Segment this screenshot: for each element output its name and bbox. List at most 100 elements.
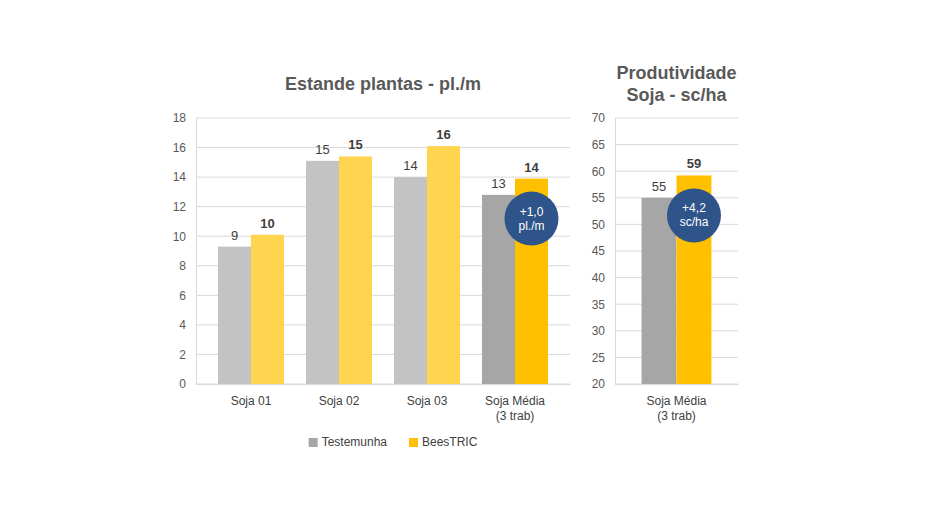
bar	[427, 146, 460, 384]
x-tick-label-line: (3 trab)	[657, 409, 696, 423]
data-label: 14	[403, 158, 417, 173]
y-tick-label: 60	[592, 165, 606, 179]
y-tick-label: 8	[179, 259, 186, 273]
annotation-text-line: pl./m	[518, 219, 544, 233]
y-tick-label: 16	[173, 141, 187, 155]
y-tick-label: 65	[592, 138, 606, 152]
y-tick-label: 4	[179, 318, 186, 332]
y-tick: 6	[179, 289, 196, 303]
y-tick: 0	[179, 377, 196, 391]
y-axis: 2025303540455055606570	[592, 111, 616, 391]
bar	[306, 161, 339, 384]
legend-swatch	[409, 438, 418, 447]
y-tick: 40	[592, 271, 615, 285]
data-label: 14	[524, 160, 539, 175]
x-tick-label-line: Soja Média	[485, 394, 545, 408]
chart-title-line: Produtividade	[616, 63, 736, 83]
y-tick: 4	[179, 318, 196, 332]
chart-title: Estande plantas - pl./m	[285, 74, 481, 94]
y-axis-line	[615, 119, 616, 385]
y-tick: 12	[173, 200, 196, 214]
legend: Testemunha BeesTRIC	[309, 435, 478, 449]
legend-label: Testemunha	[322, 435, 388, 449]
annotation-badge	[505, 192, 559, 246]
chart: 024681012141618Soja 01Soja 02Soja 03Soja…	[173, 74, 571, 449]
x-tick-label-line: Soja 02	[319, 394, 360, 408]
y-tick-label: 50	[592, 218, 606, 232]
y-tick: 20	[592, 377, 615, 391]
data-label: 15	[348, 137, 362, 152]
x-tick: Soja 03	[407, 384, 448, 408]
chart-title-line: Estande plantas - pl./m	[285, 74, 481, 94]
annotation: +1,0pl./m	[505, 192, 559, 246]
x-tick-label: Soja Média(3 trab)	[485, 394, 545, 423]
grid-line	[615, 118, 738, 119]
x-axis: Soja 01 Soja 02 Soja 03 Soja Média(3 trab)	[197, 384, 571, 423]
bar	[339, 156, 372, 384]
x-tick-label: Soja 03	[407, 394, 448, 408]
data-label: 16	[436, 127, 450, 142]
x-axis-line	[616, 384, 739, 385]
y-tick-label: 10	[173, 230, 187, 244]
data-label: 13	[491, 176, 505, 191]
y-tick-label: 12	[173, 200, 187, 214]
x-axis: Soja Média(3 trab)	[616, 384, 739, 423]
data-label: 10	[260, 216, 274, 231]
chart-title-line: Soja - sc/ha	[626, 85, 727, 105]
x-tick-label-line: (3 trab)	[496, 409, 535, 423]
y-tick: 45	[592, 244, 615, 258]
y-tick-label: 18	[173, 111, 187, 125]
y-tick: 18	[173, 111, 196, 125]
annotation-badge	[667, 188, 721, 242]
bar	[515, 179, 548, 384]
y-tick-label: 45	[592, 244, 606, 258]
x-tick-label-line: Soja Média	[646, 394, 706, 408]
annotation-text: +1,0pl./m	[518, 205, 544, 233]
y-tick: 8	[179, 259, 196, 273]
y-tick: 10	[173, 230, 196, 244]
bar	[218, 247, 251, 384]
grid-line	[196, 147, 570, 148]
y-tick: 65	[592, 138, 615, 152]
x-tick-label: Soja 02	[319, 394, 360, 408]
grid-line	[196, 177, 570, 178]
grid-line	[615, 144, 738, 145]
legend-swatch	[309, 438, 318, 447]
y-tick-label: 14	[173, 170, 187, 184]
x-tick: Soja Média(3 trab)	[485, 384, 545, 423]
y-tick-label: 40	[592, 271, 606, 285]
data-labels: 55 59	[652, 156, 701, 193]
data-label: 15	[315, 142, 329, 157]
y-tick-label: 30	[592, 324, 606, 338]
data-label: 59	[687, 156, 701, 171]
y-tick: 25	[592, 351, 615, 365]
x-tick-label-line: Soja 01	[231, 394, 272, 408]
y-tick-label: 25	[592, 351, 606, 365]
y-tick-label: 6	[179, 289, 186, 303]
annotation-text-line: +1,0	[520, 205, 544, 219]
annotation-text-line: sc/ha	[680, 215, 709, 229]
grid-line	[196, 118, 570, 119]
y-tick: 14	[173, 170, 196, 184]
x-axis-line	[197, 384, 571, 385]
bar	[251, 235, 284, 384]
y-tick-label: 0	[179, 377, 186, 391]
y-tick: 16	[173, 141, 196, 155]
y-axis: 0 2 4 6 8 10 12 14 16 18	[173, 111, 197, 391]
x-tick: Soja 02	[319, 384, 360, 408]
y-tick: 60	[592, 165, 615, 179]
legend-item: Testemunha	[309, 435, 388, 449]
chart: 2025303540455055606570Soja Média(3 trab)…	[592, 63, 739, 423]
x-tick-label: Soja Média(3 trab)	[646, 394, 706, 423]
y-axis-line	[196, 119, 197, 385]
data-label: 55	[652, 179, 666, 194]
x-tick-label: Soja 01	[231, 394, 272, 408]
legend-item: BeesTRIC	[409, 435, 478, 449]
grid-line	[615, 171, 738, 172]
y-tick: 2	[179, 348, 196, 362]
grid	[615, 118, 738, 384]
y-tick: 30	[592, 324, 615, 338]
bars	[218, 146, 548, 384]
y-tick-label: 70	[592, 111, 606, 125]
y-tick: 50	[592, 218, 615, 232]
